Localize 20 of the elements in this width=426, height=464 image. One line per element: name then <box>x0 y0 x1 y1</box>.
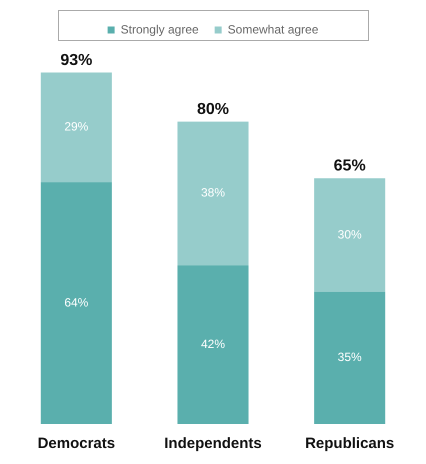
bar <box>40 72 112 182</box>
bar <box>314 292 386 424</box>
total-label: 65% <box>334 158 366 175</box>
x-tick-label: Independents <box>164 435 262 452</box>
legend-label: Somewhat agree <box>228 22 319 36</box>
x-tick-label: Democrats <box>38 435 116 452</box>
legend-label: Strongly agree <box>120 22 199 36</box>
bar <box>177 265 249 424</box>
bar <box>314 178 386 292</box>
data-label: 42% <box>200 336 226 351</box>
data-label: 29% <box>64 120 89 134</box>
bar <box>177 122 249 266</box>
data-label: 35% <box>338 350 362 364</box>
data-label: 38% <box>200 186 226 200</box>
bar <box>40 182 112 424</box>
data-label: 30% <box>338 227 362 242</box>
total-label: 93% <box>60 52 92 69</box>
x-tick-label: Republicans <box>305 435 394 452</box>
data-label: 64% <box>64 295 89 310</box>
total-label: 80% <box>196 101 230 118</box>
